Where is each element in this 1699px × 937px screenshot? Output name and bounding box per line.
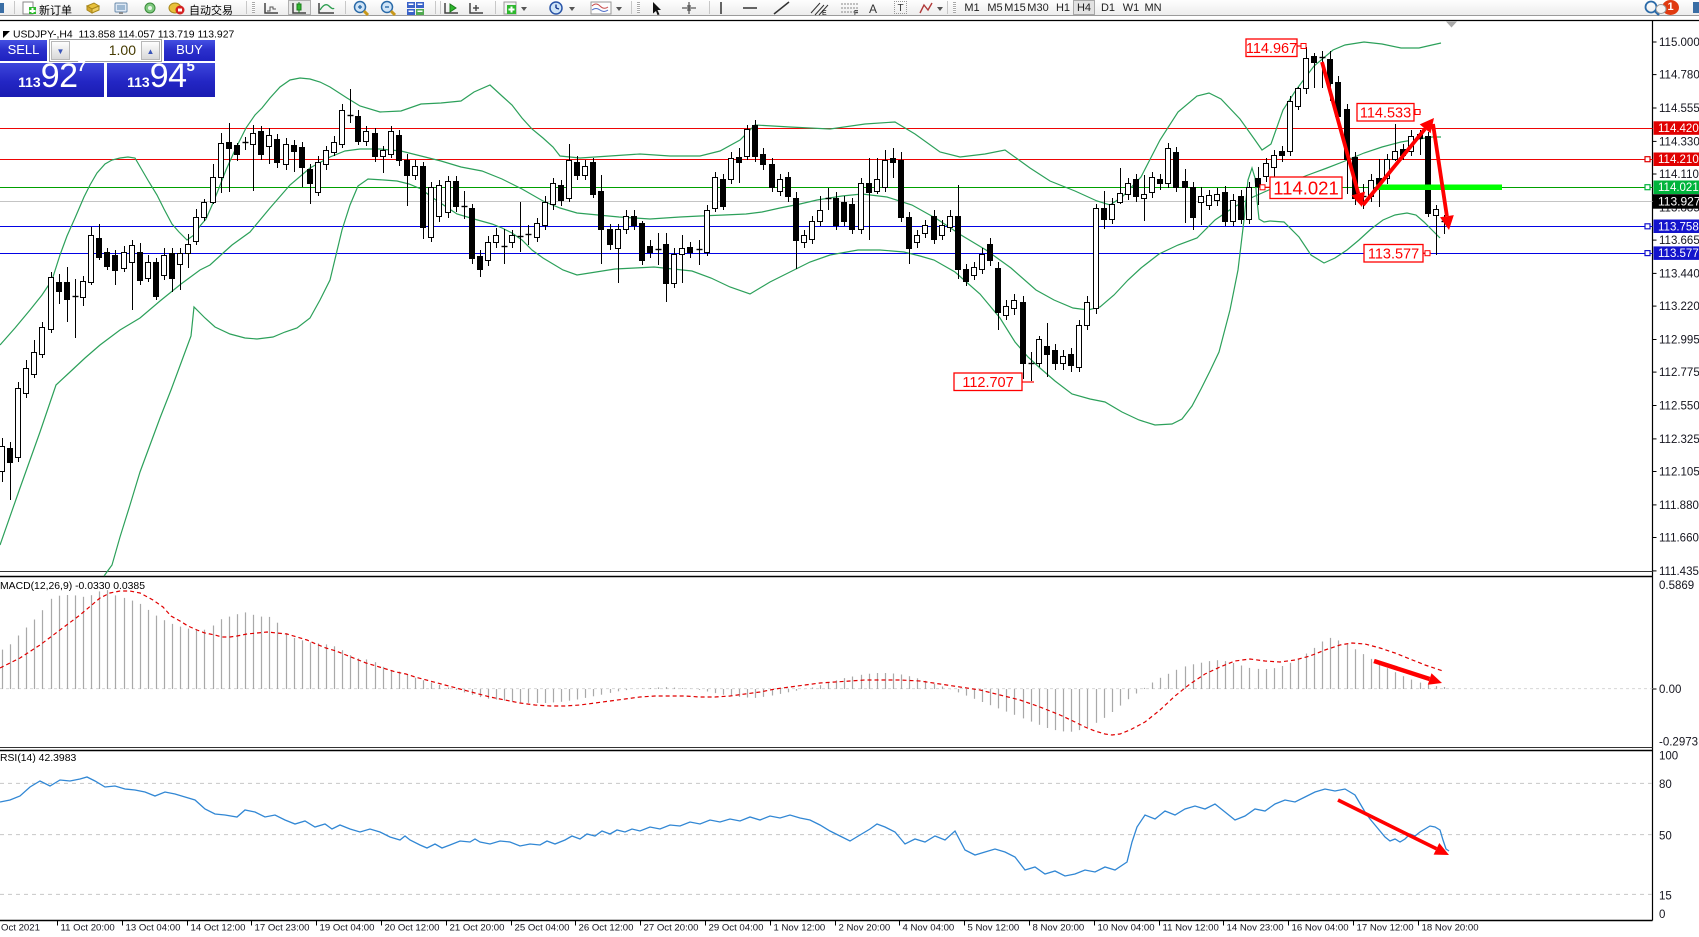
svg-text:17 Oct 23:00: 17 Oct 23:00 xyxy=(255,923,310,934)
svg-text:112.707: 112.707 xyxy=(962,375,1013,391)
svg-text:114.210: 114.210 xyxy=(1658,154,1699,166)
svg-text:114.110: 114.110 xyxy=(1659,169,1699,181)
svg-text:0.00: 0.00 xyxy=(1659,684,1681,696)
svg-text:114.420: 114.420 xyxy=(1658,123,1699,135)
svg-text:114.021: 114.021 xyxy=(1658,182,1699,194)
svg-text:1 Nov 12:00: 1 Nov 12:00 xyxy=(774,923,826,934)
svg-text:USDJPY-,H4 113.858 114.057 11: USDJPY-,H4 113.858 114.057 113.719 113.9… xyxy=(13,30,234,41)
svg-text:16 Nov 04:00: 16 Nov 04:00 xyxy=(1292,923,1349,934)
svg-text:Oct 2021: Oct 2021 xyxy=(1,923,40,934)
svg-text:113.758: 113.758 xyxy=(1658,221,1699,233)
svg-text:F: F xyxy=(854,10,858,16)
svg-text:114.555: 114.555 xyxy=(1659,103,1699,115)
svg-text:-0.2973: -0.2973 xyxy=(1659,737,1698,749)
svg-text:111.880: 111.880 xyxy=(1659,500,1699,512)
svg-text:14 Oct 12:00: 14 Oct 12:00 xyxy=(191,923,246,934)
svg-text:115.000: 115.000 xyxy=(1659,37,1699,49)
svg-text:100: 100 xyxy=(1659,751,1678,763)
svg-text:2 Nov 20:00: 2 Nov 20:00 xyxy=(839,923,891,934)
svg-text:113.577: 113.577 xyxy=(1658,248,1699,260)
svg-text:113.440: 113.440 xyxy=(1659,268,1699,280)
svg-text:114.780: 114.780 xyxy=(1659,70,1699,82)
svg-text:20 Oct 12:00: 20 Oct 12:00 xyxy=(385,923,440,934)
svg-text:4 Nov 04:00: 4 Nov 04:00 xyxy=(903,923,955,934)
svg-text:8 Nov 20:00: 8 Nov 20:00 xyxy=(1033,923,1085,934)
svg-text:112.995: 112.995 xyxy=(1659,335,1699,347)
svg-text:17 Nov 12:00: 17 Nov 12:00 xyxy=(1357,923,1414,934)
svg-text:113.927: 113.927 xyxy=(1658,195,1699,209)
svg-text:111.660: 111.660 xyxy=(1659,533,1699,545)
svg-text:RSI(14) 42.3983: RSI(14) 42.3983 xyxy=(0,753,76,764)
svg-text:112.775: 112.775 xyxy=(1659,367,1699,379)
svg-text:MACD(12,26,9) -0.0330 0.0385: MACD(12,26,9) -0.0330 0.0385 xyxy=(0,581,145,592)
svg-text:13 Oct 04:00: 13 Oct 04:00 xyxy=(126,923,181,934)
svg-text:113.220: 113.220 xyxy=(1659,301,1699,313)
svg-text:19 Oct 04:00: 19 Oct 04:00 xyxy=(320,923,375,934)
svg-text:50: 50 xyxy=(1659,830,1672,842)
svg-text:21 Oct 20:00: 21 Oct 20:00 xyxy=(450,923,505,934)
svg-text:112.105: 112.105 xyxy=(1659,467,1699,479)
svg-text:E: E xyxy=(822,10,827,16)
svg-text:114.967: 114.967 xyxy=(1246,41,1297,57)
svg-text:11 Oct 20:00: 11 Oct 20:00 xyxy=(61,923,115,934)
svg-text:112.325: 112.325 xyxy=(1659,434,1699,446)
svg-text:10 Nov 04:00: 10 Nov 04:00 xyxy=(1098,923,1155,934)
svg-text:29 Oct 04:00: 29 Oct 04:00 xyxy=(709,923,764,934)
svg-text:80: 80 xyxy=(1659,779,1672,791)
svg-text:0.5869: 0.5869 xyxy=(1659,580,1694,592)
svg-text:27 Oct 20:00: 27 Oct 20:00 xyxy=(644,923,699,934)
svg-text:111.435: 111.435 xyxy=(1659,566,1699,578)
svg-text:11 Nov 12:00: 11 Nov 12:00 xyxy=(1163,923,1219,934)
svg-text:14 Nov 23:00: 14 Nov 23:00 xyxy=(1227,923,1284,934)
svg-text:114.330: 114.330 xyxy=(1659,136,1699,148)
svg-text:18 Nov 20:00: 18 Nov 20:00 xyxy=(1422,923,1479,934)
svg-text:113.665: 113.665 xyxy=(1659,235,1699,247)
svg-text:25 Oct 04:00: 25 Oct 04:00 xyxy=(515,923,570,934)
svg-text:0: 0 xyxy=(1659,909,1665,921)
svg-text:114.533: 114.533 xyxy=(1360,106,1411,122)
svg-text:26 Oct 12:00: 26 Oct 12:00 xyxy=(579,923,634,934)
svg-text:5 Nov 12:00: 5 Nov 12:00 xyxy=(968,923,1020,934)
svg-text:15: 15 xyxy=(1659,891,1672,903)
svg-text:114.021: 114.021 xyxy=(1273,177,1339,198)
svg-text:112.550: 112.550 xyxy=(1659,401,1699,413)
svg-text:113.577: 113.577 xyxy=(1368,247,1419,263)
